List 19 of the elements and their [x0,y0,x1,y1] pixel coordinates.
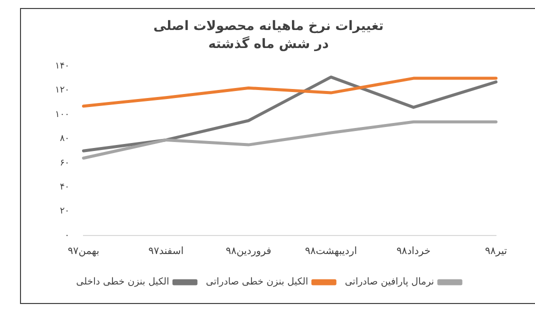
x-tick-label: بهمن۹۷ [68,246,100,258]
legend-label: الکیل بنزن خطی داخلی [76,276,170,288]
x-tick-label: اسفند۹۷ [148,246,184,258]
y-tick-label: ۴۰ [60,182,70,192]
y-tick-label: ۱۰۰ [54,110,70,120]
y-tick-label: ۱۴۰ [54,62,70,72]
legend-label: الکیل بنزن خطی صادراتی [206,276,308,288]
legend-label: نرمال پارافین صادراتی [344,276,434,288]
x-tick-label: خرداد۹۸ [396,246,431,258]
y-tick-label: ۶۰ [60,158,70,168]
y-tick-label: ۰ [64,230,70,241]
chart-title: تغییرات نرخ ماهیانه محصولات اصلی [153,19,384,34]
y-tick-label: ۲۰ [60,206,70,217]
x-tick-label: تیر۹۸ [484,246,508,258]
x-tick-label: فروردین۹۸ [226,246,272,258]
chart-subtitle: در شش ماه گذشته [208,36,330,52]
x-tick-label: اردیبهشت۹۸ [305,246,357,258]
y-tick-label: ۸۰ [60,134,70,144]
y-tick-label: ۱۲۰ [54,86,70,96]
